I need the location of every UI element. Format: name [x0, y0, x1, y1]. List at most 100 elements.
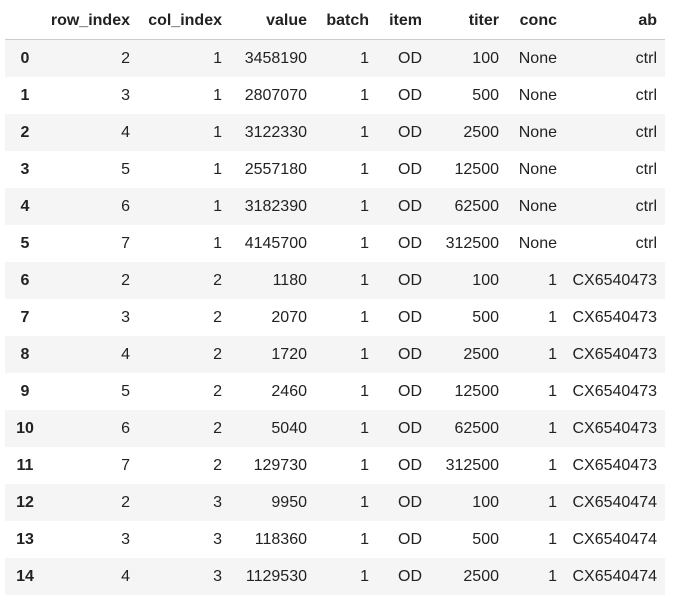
table-cell: 1 — [213, 86, 222, 104]
table-cell: 5 — [121, 382, 130, 400]
table-cell: OD — [398, 345, 422, 363]
table-cell: 7 — [121, 456, 130, 474]
table-cell: None — [518, 86, 557, 104]
table-cell: 1 — [360, 567, 369, 585]
table-cell: 1 — [360, 197, 369, 215]
table-cell: 1 — [548, 308, 557, 326]
table-cell: 3122330 — [244, 123, 307, 141]
table-cell: 2 — [213, 345, 222, 363]
table-cell: 9950 — [271, 493, 307, 511]
table-row: 5 7 1 4145700 1 OD 312500 None ctrl — [5, 225, 665, 262]
table-row: 13 3 3 118360 1 OD 500 1 CX6540474 — [5, 521, 665, 558]
table-cell: 1 — [548, 271, 557, 289]
table-cell: OD — [398, 493, 422, 511]
table-cell: 2 — [213, 382, 222, 400]
table-cell: 1 — [213, 49, 222, 67]
column-header-batch: batch — [315, 2, 377, 40]
table-cell: None — [518, 197, 557, 215]
table-cell: 3 — [213, 530, 222, 548]
table-cell: 500 — [472, 86, 499, 104]
table-cell: 1 — [360, 530, 369, 548]
table-cell: ctrl — [635, 197, 657, 215]
table-cell: 1 — [360, 382, 369, 400]
table-cell: 1 — [548, 456, 557, 474]
table-row: 11 7 2 129730 1 OD 312500 1 CX6540473 — [5, 447, 665, 484]
table-cell: OD — [398, 567, 422, 585]
table-cell: 1 — [360, 345, 369, 363]
table-cell: 1 — [548, 382, 557, 400]
table-cell: 1 — [548, 567, 557, 585]
table-cell: 2500 — [463, 567, 499, 585]
table-cell: OD — [398, 197, 422, 215]
table-cell: CX6540474 — [572, 567, 657, 585]
row-index-label: 13 — [16, 530, 34, 548]
table-cell: None — [518, 234, 557, 252]
table-cell: 6 — [121, 197, 130, 215]
table-cell: 1 — [548, 493, 557, 511]
table-cell: OD — [398, 271, 422, 289]
table-cell: 2460 — [271, 382, 307, 400]
table-cell: ctrl — [635, 49, 657, 67]
table-cell: 1720 — [271, 345, 307, 363]
table-cell: 1 — [548, 419, 557, 437]
table-cell: 1180 — [272, 271, 307, 289]
table-header: row_index col_index value batch item titer con… — [5, 2, 665, 40]
table-cell: 3 — [121, 308, 130, 326]
table-cell: 7 — [121, 234, 130, 252]
table-cell: 62500 — [454, 197, 500, 215]
table-row: 2 4 1 3122330 1 OD 2500 None ctrl — [5, 114, 665, 151]
table-cell: 12500 — [454, 160, 500, 178]
table-cell: OD — [398, 160, 422, 178]
row-index-label: 3 — [20, 160, 30, 178]
table-cell: 1 — [213, 160, 222, 178]
table-cell: 4 — [121, 345, 130, 363]
table-cell: 2807070 — [244, 86, 307, 104]
table-row: 8 4 2 1720 1 OD 2500 1 CX6540473 — [5, 336, 665, 373]
table-cell: OD — [398, 419, 422, 437]
table-cell: 129730 — [253, 456, 307, 474]
table-cell: OD — [398, 530, 422, 548]
row-index-label: 7 — [20, 308, 30, 326]
header-row: row_index col_index value batch item titer con… — [5, 2, 665, 40]
table-cell: 3 — [213, 493, 222, 511]
table-row: 0 2 1 3458190 1 OD 100 None ctrl — [5, 39, 665, 77]
table-row: 7 3 2 2070 1 OD 500 1 CX6540473 — [5, 299, 665, 336]
table-cell: CX6540473 — [572, 456, 657, 474]
table-cell: None — [518, 49, 557, 67]
table-cell: 2 — [121, 493, 130, 511]
table-cell: 500 — [472, 530, 499, 548]
table-cell: 2 — [213, 271, 222, 289]
column-header-row-index: row_index — [45, 2, 138, 40]
table-cell: 2 — [121, 49, 130, 67]
table-cell: ctrl — [635, 123, 657, 141]
table-cell: 312500 — [445, 456, 499, 474]
table-cell: CX6540473 — [572, 382, 657, 400]
table-row: 3 5 1 2557180 1 OD 12500 None ctrl — [5, 151, 665, 188]
index-header — [5, 2, 45, 40]
table-cell: OD — [398, 234, 422, 252]
column-header-col-index: col_index — [138, 2, 230, 40]
row-index-label: 8 — [20, 345, 30, 363]
table-cell: ctrl — [635, 160, 657, 178]
table-cell: 4 — [121, 123, 130, 141]
row-index-label: 6 — [20, 271, 30, 289]
table-cell: CX6540474 — [572, 530, 657, 548]
table-cell: OD — [398, 49, 422, 67]
table-cell: CX6540474 — [572, 493, 657, 511]
row-index-label: 9 — [20, 382, 30, 400]
row-index-label: 5 — [20, 234, 30, 252]
table-cell: 1 — [360, 234, 369, 252]
table-cell: 6 — [121, 419, 130, 437]
table-cell: None — [518, 123, 557, 141]
table-cell: 500 — [472, 308, 499, 326]
table-cell: 2500 — [463, 123, 499, 141]
table-cell: 1 — [360, 308, 369, 326]
dataframe-table: row_index col_index value batch item titer con… — [5, 2, 665, 595]
table-cell: 3 — [121, 86, 130, 104]
row-index-label: 11 — [16, 456, 34, 474]
table-row: 9 5 2 2460 1 OD 12500 1 CX6540473 — [5, 373, 665, 410]
row-index-label: 4 — [20, 197, 30, 215]
column-header-titer: titer — [430, 2, 507, 40]
table-cell: None — [518, 160, 557, 178]
